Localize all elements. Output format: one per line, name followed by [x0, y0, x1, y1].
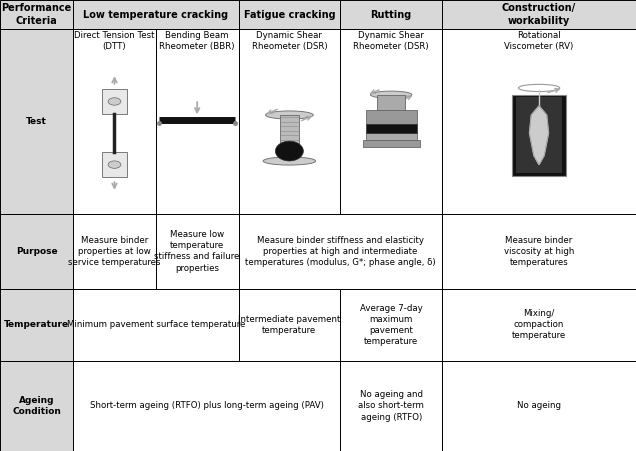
FancyBboxPatch shape: [238, 29, 340, 214]
FancyBboxPatch shape: [102, 89, 127, 114]
FancyBboxPatch shape: [442, 214, 636, 289]
FancyBboxPatch shape: [366, 110, 417, 124]
FancyBboxPatch shape: [442, 29, 636, 214]
Ellipse shape: [263, 157, 315, 165]
FancyBboxPatch shape: [366, 124, 417, 133]
FancyBboxPatch shape: [156, 214, 238, 289]
FancyBboxPatch shape: [238, 214, 442, 289]
FancyBboxPatch shape: [363, 140, 420, 147]
Text: Measure binder
viscosity at high
temperatures: Measure binder viscosity at high tempera…: [504, 236, 574, 267]
Text: Minimum pavement surface temperature: Minimum pavement surface temperature: [67, 320, 245, 329]
Text: Dynamic Shear
Rheometer (DSR): Dynamic Shear Rheometer (DSR): [252, 31, 327, 51]
Text: Performance
Criteria: Performance Criteria: [1, 4, 72, 26]
FancyBboxPatch shape: [340, 361, 442, 451]
FancyBboxPatch shape: [73, 289, 238, 361]
Text: Direct Tension Test
(DTT): Direct Tension Test (DTT): [74, 31, 155, 51]
Text: Test: Test: [26, 117, 47, 126]
Text: No ageing and
also short-term
ageing (RTFO): No ageing and also short-term ageing (RT…: [358, 390, 424, 422]
FancyBboxPatch shape: [442, 289, 636, 361]
Ellipse shape: [266, 111, 314, 119]
FancyBboxPatch shape: [73, 29, 156, 214]
FancyBboxPatch shape: [0, 289, 73, 361]
Text: Ageing
Condition: Ageing Condition: [12, 396, 61, 416]
FancyBboxPatch shape: [442, 361, 636, 451]
FancyBboxPatch shape: [280, 115, 299, 151]
FancyBboxPatch shape: [377, 95, 405, 110]
Text: Average 7-day
maximum
pavement
temperature: Average 7-day maximum pavement temperatu…: [360, 304, 422, 346]
Text: Short-term ageing (RTFO) plus long-term ageing (PAV): Short-term ageing (RTFO) plus long-term …: [90, 401, 324, 410]
Text: Bending Beam
Rheometer (BBR): Bending Beam Rheometer (BBR): [160, 31, 235, 51]
FancyBboxPatch shape: [73, 0, 238, 29]
Text: Mixing/
compaction
temperature: Mixing/ compaction temperature: [512, 309, 566, 341]
Ellipse shape: [370, 91, 412, 98]
FancyBboxPatch shape: [0, 29, 73, 214]
FancyBboxPatch shape: [442, 0, 636, 29]
Text: Purpose: Purpose: [16, 247, 57, 256]
FancyBboxPatch shape: [238, 289, 340, 361]
Text: Low temperature cracking: Low temperature cracking: [83, 9, 228, 20]
FancyBboxPatch shape: [366, 133, 417, 140]
FancyBboxPatch shape: [340, 289, 442, 361]
FancyBboxPatch shape: [73, 361, 340, 451]
Text: Fatigue cracking: Fatigue cracking: [244, 9, 335, 20]
FancyBboxPatch shape: [238, 0, 340, 29]
Text: Measure binder
properties at low
service temperatures: Measure binder properties at low service…: [68, 236, 161, 267]
Text: Measure binder stiffness and elasticity
properties at high and intermediate
temp: Measure binder stiffness and elasticity …: [245, 236, 436, 267]
Text: Dynamic Shear
Rheometer (DSR): Dynamic Shear Rheometer (DSR): [354, 31, 429, 51]
FancyBboxPatch shape: [156, 29, 238, 214]
Polygon shape: [529, 106, 548, 165]
Text: No ageing: No ageing: [517, 401, 561, 410]
Circle shape: [275, 141, 303, 161]
FancyBboxPatch shape: [0, 0, 73, 29]
FancyBboxPatch shape: [73, 214, 156, 289]
Text: Rotational
Viscometer (RV): Rotational Viscometer (RV): [504, 31, 574, 51]
Ellipse shape: [108, 98, 121, 105]
FancyBboxPatch shape: [512, 95, 566, 176]
FancyBboxPatch shape: [0, 361, 73, 451]
Text: Temperature: Temperature: [4, 320, 69, 329]
Ellipse shape: [108, 161, 121, 168]
FancyBboxPatch shape: [102, 152, 127, 177]
FancyBboxPatch shape: [0, 214, 73, 289]
FancyBboxPatch shape: [340, 0, 442, 29]
Text: Construction/
workability: Construction/ workability: [502, 4, 576, 26]
FancyBboxPatch shape: [516, 97, 562, 173]
FancyBboxPatch shape: [340, 29, 442, 214]
Text: Rutting: Rutting: [371, 9, 411, 20]
Text: Intermediate pavement
temperature: Intermediate pavement temperature: [238, 315, 340, 335]
Text: Measure low
temperature
stiffness and failure
properties: Measure low temperature stiffness and fa…: [155, 230, 240, 272]
